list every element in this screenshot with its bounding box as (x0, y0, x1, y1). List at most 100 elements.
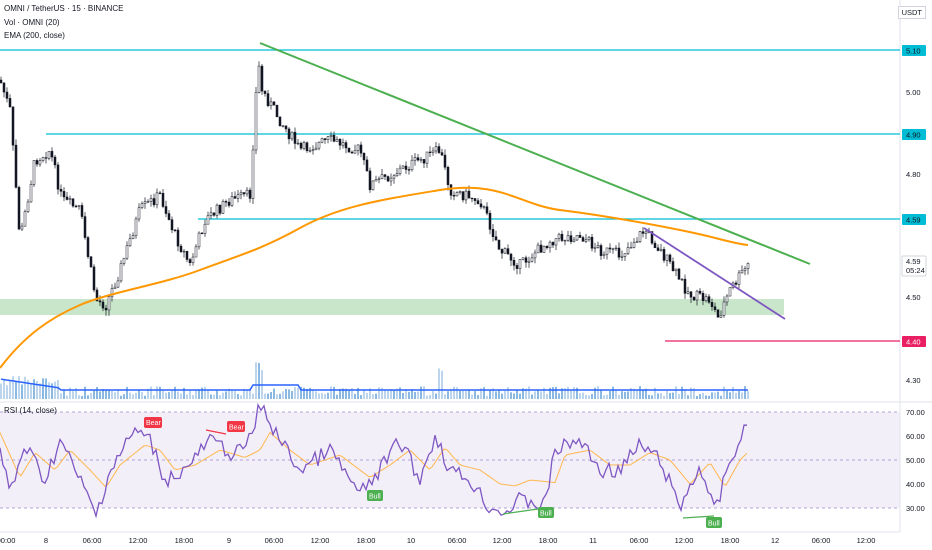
volume-bar (480, 388, 482, 399)
candle-body (446, 167, 450, 185)
candle-body (524, 257, 528, 263)
volume-legend[interactable]: Vol · OMNI (20) (4, 18, 60, 27)
descending-trendline[interactable] (259, 42, 811, 265)
candle-body (719, 315, 723, 318)
candle-body (632, 242, 636, 248)
price-tag-440-bg (902, 336, 926, 347)
candle-body (269, 101, 273, 106)
candle-body (242, 192, 246, 195)
candle-body (164, 206, 168, 214)
volume-bar (312, 390, 314, 399)
candle-body (299, 142, 303, 149)
candle-body (17, 187, 21, 230)
candle-body (692, 296, 696, 301)
candlesticks[interactable] (0, 61, 750, 318)
candle-body (74, 205, 78, 208)
candle-body (119, 263, 123, 282)
candle-body (464, 190, 468, 201)
price-tag-490-bg (902, 129, 926, 140)
candle-body (635, 241, 639, 243)
volume-bar (408, 391, 410, 399)
candle-body (485, 206, 489, 214)
candle-body (161, 192, 165, 207)
candle-body (107, 296, 111, 311)
candle-body (23, 211, 27, 227)
volume-bar (549, 387, 551, 399)
candle-body (701, 293, 705, 301)
volume-bar (417, 391, 419, 399)
volume-bar (393, 389, 395, 399)
volume-bar (24, 376, 26, 399)
ema-legend[interactable]: EMA (200, close) (4, 31, 65, 40)
candle-body (389, 177, 393, 182)
candle-body (0, 79, 3, 84)
time-label: 00:00 (0, 536, 15, 545)
candle-body (314, 147, 318, 150)
candle-body (365, 159, 369, 172)
candle-body (281, 125, 285, 127)
volume-bar (231, 389, 233, 399)
volume-bar (642, 390, 644, 399)
volume-bar (660, 393, 662, 399)
volume-bar (279, 393, 281, 399)
candle-body (41, 157, 45, 161)
volume-bar (162, 390, 164, 399)
candle-body (605, 247, 609, 255)
time-label: 9 (227, 536, 231, 545)
candle-body (140, 203, 144, 208)
volume-bar (195, 389, 197, 399)
candle-body (158, 192, 162, 194)
candle-body (260, 65, 264, 92)
candle-body (155, 192, 159, 206)
volume-bar (105, 389, 107, 399)
rsi-line[interactable] (0, 402, 748, 519)
candle-body (101, 301, 105, 309)
rsi-legend[interactable]: RSI (14, close) (4, 406, 57, 415)
volume-bar (216, 390, 218, 399)
ema-200-line[interactable] (0, 186, 749, 369)
candle-body (497, 239, 501, 250)
currency-label[interactable]: USDT (897, 6, 926, 19)
volume-bar (138, 390, 140, 399)
candle-body (329, 135, 333, 137)
candle-body (422, 159, 426, 164)
volume-bar (183, 387, 185, 399)
symbol-title[interactable]: OMNI / TetherUS · 15 · BINANCE (4, 4, 124, 13)
volume-bar (228, 388, 230, 399)
volume-bar (453, 386, 455, 399)
volume-bar (132, 394, 134, 399)
candle-body (494, 236, 498, 241)
candle-body (572, 239, 576, 242)
volume-bar (402, 393, 404, 399)
volume-bar (561, 388, 563, 399)
volume-bar (300, 386, 302, 399)
candle-body (737, 272, 741, 285)
volume-bar (108, 390, 110, 399)
candle-body (728, 287, 732, 297)
price-pane[interactable] (0, 0, 900, 402)
volume-bar (369, 388, 371, 399)
volume-bars (0, 362, 749, 399)
wedge-upper-line[interactable] (643, 227, 786, 320)
candle-body (461, 191, 465, 201)
volume-bar (327, 392, 329, 399)
volume-bar (318, 393, 320, 399)
volume-bar (564, 388, 566, 399)
price-tag-490: 4.90 (906, 131, 921, 140)
time-label: 11 (589, 536, 597, 545)
candle-body (62, 191, 66, 198)
volume-bar (447, 391, 449, 399)
volume-bar (456, 387, 458, 399)
candle-body (455, 192, 459, 197)
candle-body (473, 198, 477, 201)
candle-body (593, 247, 597, 249)
volume-bar (321, 393, 323, 399)
candle-body (170, 219, 174, 231)
price-tag-510-bg (902, 45, 926, 56)
support-zone[interactable] (0, 299, 784, 315)
volume-bar (264, 393, 266, 399)
candle-body (221, 201, 225, 214)
candle-body (335, 139, 339, 142)
volume-bar (459, 390, 461, 399)
